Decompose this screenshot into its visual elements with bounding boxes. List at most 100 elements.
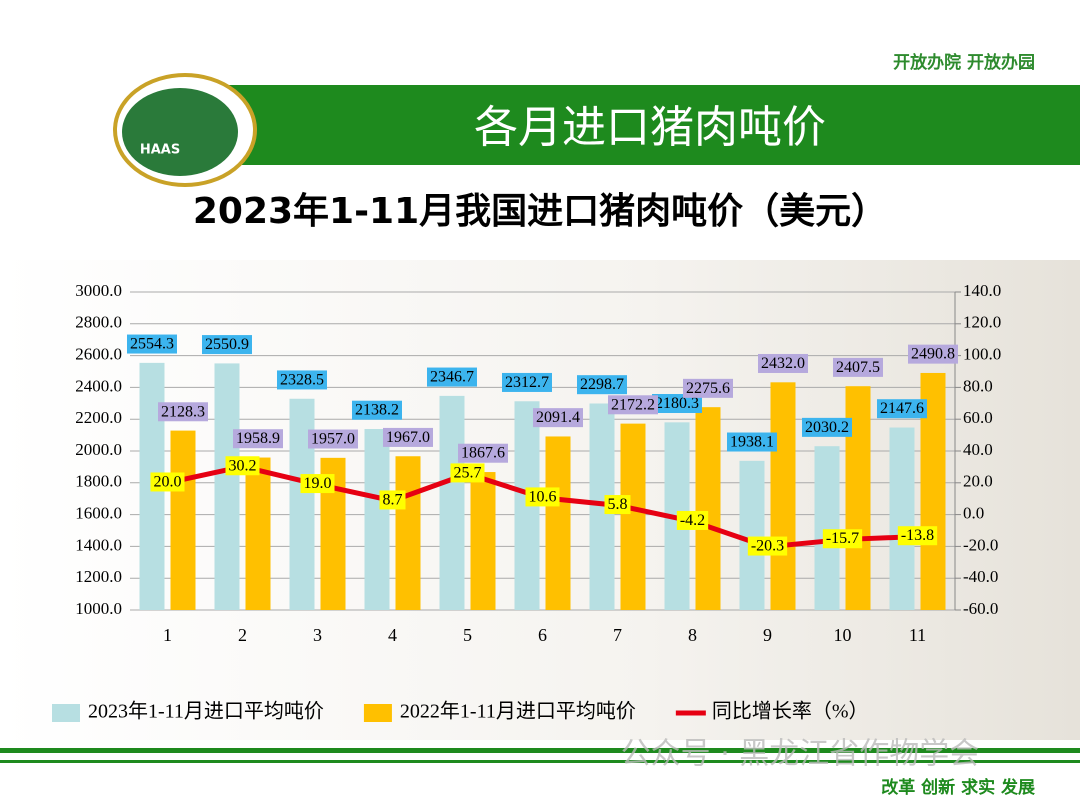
- bar: [395, 456, 421, 610]
- data-label-box: [897, 526, 938, 546]
- y2-tick-label: 0.0: [963, 504, 984, 523]
- data-label: 2172.2: [611, 396, 655, 413]
- bar: [439, 395, 465, 610]
- data-label: 2312.7: [505, 374, 549, 391]
- y2-tick-label: 40.0: [963, 440, 993, 459]
- data-label-box: [352, 400, 402, 420]
- y-tick-label: 2400.0: [75, 376, 122, 395]
- data-label-box: [877, 399, 927, 419]
- data-label: 2275.6: [686, 380, 730, 397]
- data-label: 20.0: [154, 473, 182, 490]
- data-label-box: [502, 372, 552, 392]
- x-tick-label: 5: [463, 625, 472, 645]
- data-label: 2128.3: [161, 403, 205, 420]
- bar: [545, 436, 571, 610]
- data-label: -15.7: [826, 530, 859, 547]
- data-label-box: [202, 335, 252, 355]
- bar: [739, 460, 765, 610]
- data-label: -4.2: [680, 512, 705, 529]
- data-label: 1938.1: [730, 434, 774, 451]
- data-label-box: [833, 357, 883, 377]
- bar: [470, 472, 496, 610]
- data-label: 2432.0: [761, 355, 805, 372]
- data-label: 19.0: [304, 475, 332, 492]
- data-label: 2030.2: [805, 419, 849, 436]
- legend-label: 2023年1-11月进口平均吨价: [88, 700, 324, 723]
- y2-tick-label: -60.0: [963, 599, 998, 618]
- data-label-box: [379, 490, 406, 510]
- data-label: 8.7: [383, 491, 403, 508]
- data-label-box: [458, 443, 508, 463]
- x-tick-label: 11: [909, 625, 926, 645]
- data-label: 1967.0: [386, 429, 430, 446]
- data-label-box: [300, 474, 335, 494]
- data-label: -20.3: [751, 538, 784, 555]
- y-tick-label: 2800.0: [75, 313, 122, 332]
- y-tick-label: 1000.0: [75, 599, 122, 618]
- x-tick-label: 9: [763, 625, 772, 645]
- bar: [889, 427, 915, 610]
- chart-title: 2023年1-11月我国进口猪肉吨价（美元）: [193, 191, 887, 232]
- data-label-box: [908, 344, 958, 364]
- y-tick-label: 1800.0: [75, 472, 122, 491]
- y-tick-label: 2600.0: [75, 345, 122, 364]
- y-tick-label: 2000.0: [75, 440, 122, 459]
- bar: [214, 363, 240, 610]
- logo: [122, 88, 238, 176]
- data-label-box: [150, 472, 185, 492]
- footer-line: [0, 760, 1080, 763]
- data-label: 10.6: [529, 488, 557, 505]
- data-label-box: [604, 495, 631, 515]
- data-label-box: [676, 510, 709, 530]
- slide-title: 各月进口猪肉吨价: [474, 102, 826, 153]
- legend-label: 2022年1-11月进口平均吨价: [400, 700, 636, 723]
- x-tick-label: 4: [388, 625, 397, 645]
- y-tick-label: 1600.0: [75, 504, 122, 523]
- data-label: 2298.7: [580, 376, 624, 393]
- y2-tick-label: -20.0: [963, 535, 998, 554]
- data-label: 2138.2: [355, 402, 399, 419]
- title-band: [220, 85, 1080, 165]
- data-label: 2328.5: [280, 371, 324, 388]
- data-label: 1957.0: [311, 431, 355, 448]
- x-tick-label: 8: [688, 625, 697, 645]
- data-label-box: [233, 429, 283, 449]
- bar: [364, 429, 390, 610]
- bar: [770, 382, 796, 610]
- data-label-box: [450, 463, 485, 483]
- y-tick-label: 2200.0: [75, 408, 122, 427]
- x-tick-label: 10: [834, 625, 852, 645]
- x-tick-label: 1: [163, 625, 172, 645]
- y-tick-label: 1200.0: [75, 567, 122, 586]
- legend-label: 同比增长率（%）: [712, 700, 869, 723]
- motto: 改革 创新 求实 发展: [881, 777, 1035, 798]
- y2-tick-label: 80.0: [963, 376, 993, 395]
- y2-tick-label: 120.0: [963, 313, 1001, 332]
- data-label: 1958.9: [236, 430, 280, 447]
- footer-line: [0, 748, 1080, 753]
- data-label: 2490.8: [911, 346, 955, 363]
- data-label-box: [525, 487, 560, 507]
- data-label: 2147.6: [880, 400, 924, 417]
- data-label: 2550.9: [205, 336, 249, 353]
- data-label-box: [383, 427, 433, 447]
- slogan: 开放办院 开放办园: [893, 52, 1035, 73]
- data-label-box: [802, 417, 852, 437]
- legend-swatch: [52, 704, 80, 722]
- data-label-box: [608, 395, 658, 415]
- data-label-box: [727, 432, 777, 452]
- x-tick-label: 2: [238, 625, 247, 645]
- data-label-box: [308, 429, 358, 449]
- y2-tick-label: -40.0: [963, 567, 998, 586]
- data-label-box: [225, 456, 260, 476]
- data-label-box: [277, 370, 327, 390]
- data-label-box: [758, 353, 808, 373]
- bar: [245, 457, 271, 610]
- bar: [695, 407, 721, 610]
- y-tick-label: 3000.0: [75, 281, 122, 300]
- data-label: 2554.3: [130, 336, 174, 353]
- y2-tick-label: 20.0: [963, 472, 993, 491]
- watermark: 公众号 · 黑龙江省作物学会: [621, 737, 980, 772]
- data-label: 5.8: [608, 496, 628, 513]
